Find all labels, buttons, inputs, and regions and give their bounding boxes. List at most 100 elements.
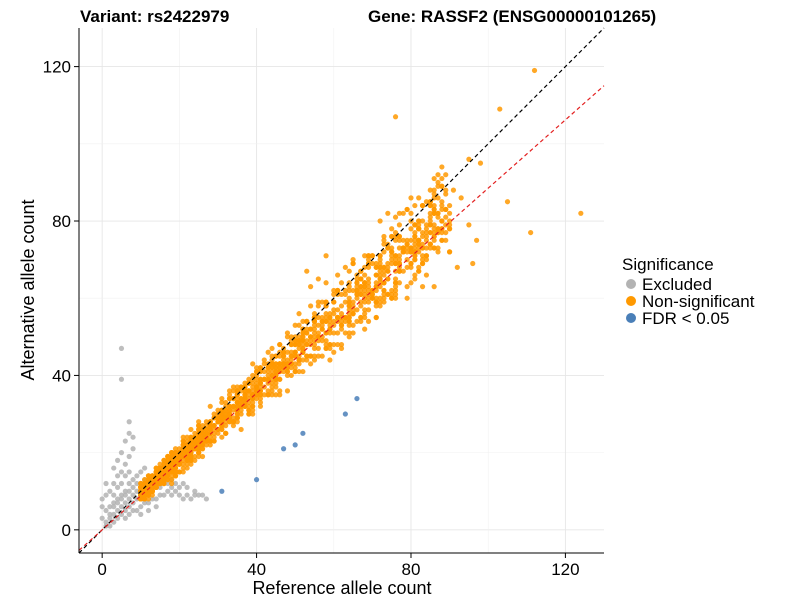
point-excluded	[126, 469, 132, 475]
point-non-significant	[273, 368, 279, 375]
point-non-significant	[304, 330, 310, 336]
point-non-significant	[277, 376, 283, 382]
point-non-significant	[423, 272, 430, 278]
point-non-significant	[412, 249, 418, 255]
point-excluded	[188, 496, 194, 502]
point-non-significant	[226, 407, 233, 413]
point-non-significant	[161, 461, 167, 467]
point-non-significant	[219, 399, 225, 406]
point-non-significant	[396, 280, 403, 286]
point-non-significant	[207, 423, 213, 429]
point-non-significant	[242, 392, 248, 398]
point-non-significant	[335, 341, 341, 348]
point-non-significant	[203, 419, 209, 425]
point-non-significant	[157, 480, 163, 487]
point-excluded	[165, 480, 171, 487]
point-non-significant	[427, 222, 433, 228]
point-non-significant	[331, 349, 337, 355]
point-non-significant	[211, 426, 217, 433]
point-non-significant	[427, 202, 433, 209]
point-excluded	[115, 496, 121, 502]
point-non-significant	[161, 457, 167, 463]
point-non-significant	[439, 183, 445, 189]
point-non-significant	[392, 237, 399, 243]
point-non-significant	[400, 237, 406, 243]
point-non-significant	[419, 253, 426, 259]
point-non-significant	[176, 457, 182, 463]
point-non-significant	[215, 419, 221, 425]
point-non-significant	[230, 388, 237, 394]
point-non-significant	[381, 268, 387, 274]
point-non-significant	[265, 365, 271, 371]
point-non-significant	[203, 426, 209, 433]
point-non-significant	[381, 237, 387, 243]
point-non-significant	[234, 399, 240, 406]
point-non-significant	[338, 345, 345, 352]
point-non-significant	[331, 307, 337, 313]
point-non-significant	[277, 392, 283, 398]
point-non-significant	[419, 218, 426, 224]
point-non-significant	[296, 311, 302, 317]
point-non-significant	[269, 361, 275, 367]
point-non-significant	[234, 388, 240, 394]
point-non-significant	[219, 411, 225, 417]
point-non-significant	[280, 353, 287, 359]
point-non-significant	[412, 245, 418, 251]
point-excluded	[115, 473, 121, 479]
point-non-significant	[342, 318, 348, 324]
point-non-significant	[373, 272, 379, 278]
point-non-significant	[242, 399, 248, 406]
point-non-significant	[265, 349, 271, 355]
point-non-significant	[311, 311, 318, 317]
point-non-significant	[265, 392, 271, 398]
point-non-significant	[335, 287, 341, 294]
point-excluded	[111, 504, 117, 510]
point-excluded	[107, 488, 113, 494]
point-non-significant	[165, 457, 171, 463]
point-non-significant	[257, 365, 264, 371]
point-non-significant	[280, 361, 287, 367]
point-non-significant	[296, 338, 302, 344]
point-non-significant	[404, 284, 410, 290]
point-non-significant	[138, 496, 144, 502]
point-non-significant	[145, 496, 152, 502]
grid	[79, 28, 604, 553]
point-non-significant	[253, 380, 260, 386]
point-excluded	[118, 345, 125, 352]
point-excluded	[184, 484, 190, 490]
point-non-significant	[362, 253, 368, 259]
point-non-significant	[149, 488, 155, 494]
point-excluded	[122, 473, 128, 479]
point-non-significant	[346, 287, 352, 294]
point-non-significant	[389, 245, 395, 251]
point-non-significant	[207, 403, 213, 409]
point-non-significant	[331, 311, 337, 317]
point-non-significant	[396, 257, 403, 263]
point-non-significant	[458, 195, 464, 201]
point-non-significant	[338, 326, 345, 332]
point-non-significant	[188, 442, 194, 448]
point-non-significant	[373, 264, 379, 270]
point-non-significant	[304, 353, 310, 359]
point-non-significant	[180, 469, 186, 475]
point-non-significant	[416, 245, 422, 251]
point-excluded	[169, 492, 175, 498]
point-non-significant	[250, 388, 256, 394]
point-non-significant	[242, 380, 248, 386]
point-non-significant	[362, 314, 368, 321]
point-non-significant	[350, 299, 356, 305]
point-non-significant	[346, 318, 352, 324]
point-non-significant	[408, 226, 414, 232]
point-non-significant	[304, 326, 310, 332]
point-non-significant	[250, 407, 256, 413]
point-non-significant	[265, 376, 271, 382]
point-non-significant	[369, 295, 375, 301]
point-non-significant	[226, 392, 233, 398]
point-non-significant	[169, 477, 175, 483]
point-non-significant	[427, 245, 433, 251]
point-non-significant	[230, 403, 237, 409]
point-non-significant	[257, 384, 264, 390]
point-non-significant	[396, 233, 403, 240]
point-non-significant	[362, 284, 368, 290]
point-non-significant	[431, 237, 437, 243]
